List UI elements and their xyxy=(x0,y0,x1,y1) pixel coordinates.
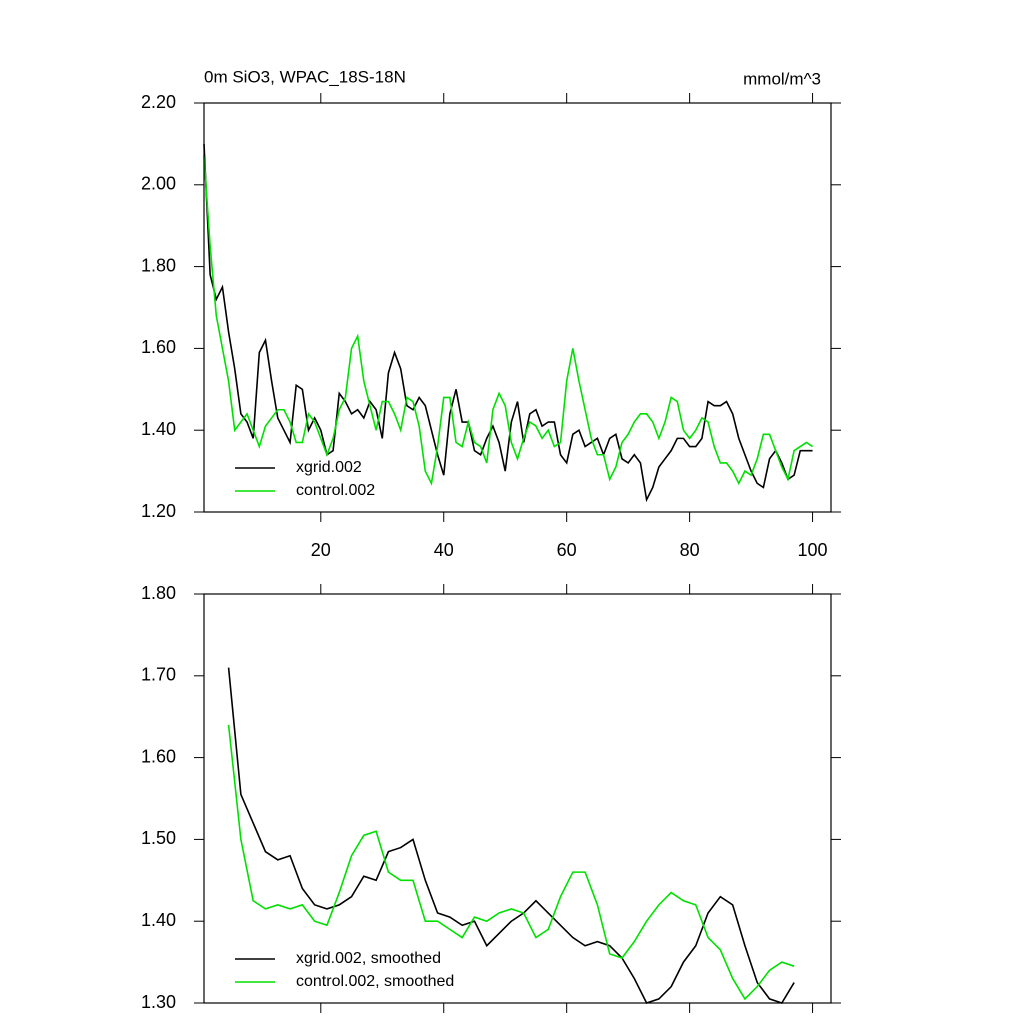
x-tick-label: 100 xyxy=(798,540,828,560)
x-tick-label: 40 xyxy=(434,540,454,560)
y-tick-label: 1.30 xyxy=(141,992,176,1012)
y-tick-label: 1.40 xyxy=(141,419,176,439)
series-line xyxy=(227,724,795,1001)
legend-label: xgrid.002 xyxy=(296,459,362,476)
y-tick-label: 2.20 xyxy=(141,92,176,112)
legend-label: xgrid.002, smoothed xyxy=(296,950,441,967)
chart-title: 0m SiO3, WPAC_18S-18N xyxy=(204,67,406,86)
units-label: mmol/m^3 xyxy=(743,69,821,88)
series-line xyxy=(227,667,795,1004)
y-tick-label: 1.40 xyxy=(141,910,176,930)
y-tick-label: 1.20 xyxy=(141,501,176,521)
x-tick-label: 20 xyxy=(311,540,331,560)
series-line xyxy=(203,143,813,503)
y-tick-label: 1.60 xyxy=(141,337,176,357)
legend-label: control.002, smoothed xyxy=(296,973,454,990)
x-tick-label: 80 xyxy=(680,540,700,560)
y-tick-label: 1.60 xyxy=(141,746,176,766)
y-tick-label: 1.80 xyxy=(141,583,176,603)
y-tick-label: 1.50 xyxy=(141,828,176,848)
y-tick-label: 1.70 xyxy=(141,665,176,685)
plot-frame xyxy=(203,593,832,1004)
y-tick-label: 1.80 xyxy=(141,255,176,275)
series-line xyxy=(203,156,814,486)
plot-frame xyxy=(203,102,832,513)
y-tick-label: 2.00 xyxy=(141,174,176,194)
legend-label: control.002 xyxy=(296,482,375,499)
x-tick-label: 60 xyxy=(557,540,577,560)
